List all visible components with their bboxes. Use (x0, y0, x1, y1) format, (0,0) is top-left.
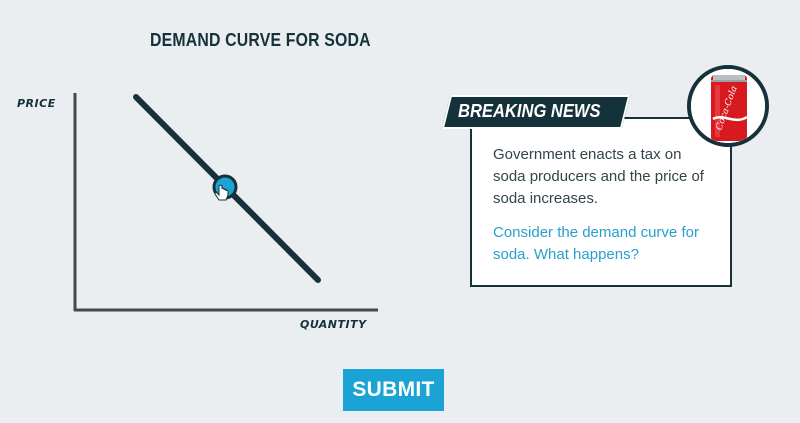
price-axis-label: PRICE (17, 97, 56, 110)
submit-button[interactable]: SUBMIT (343, 369, 444, 411)
news-banner-label: BREAKING NEWS (458, 101, 601, 121)
quantity-axis-label: QUANTITY (300, 318, 367, 331)
breaking-news-card (470, 117, 732, 287)
soda-can-icon: Coca-Cola (691, 69, 765, 143)
demand-graph (73, 93, 378, 312)
soda-can-badge: Coca-Cola (687, 65, 769, 147)
chart-title: DEMAND CURVE FOR SODA (150, 30, 371, 50)
hand-pointer-icon (214, 184, 229, 201)
news-prompt-text: Consider the demand curve for soda. What… (493, 224, 699, 263)
news-body-text: Government enacts a tax on soda producer… (493, 146, 704, 207)
